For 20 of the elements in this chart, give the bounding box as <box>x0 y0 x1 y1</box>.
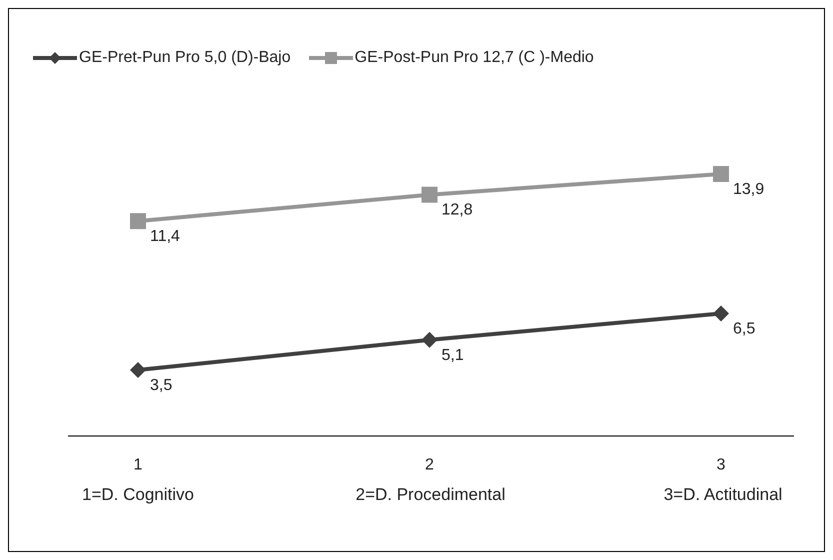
point <box>422 332 438 348</box>
point <box>422 186 438 203</box>
point <box>130 362 146 378</box>
data-label: 12,8 <box>442 202 473 219</box>
x-tick-label: 3 <box>716 456 726 474</box>
legend-label: GE-Pret-Pun Pro 5,0 (D)-Bajo <box>79 49 291 67</box>
data-label: 6,5 <box>733 320 756 338</box>
legend-label: GE-Post-Pun Pro 12,7 (C )-Medio <box>354 49 594 67</box>
point <box>713 305 729 322</box>
data-label: 3,5 <box>150 377 172 394</box>
x-tick-label: 2 <box>425 456 434 474</box>
x-tick-label: 1 <box>134 456 143 474</box>
point <box>713 166 729 182</box>
text: 3=D. Actitudinal <box>664 485 782 505</box>
point <box>130 213 146 230</box>
data-label: 5,1 <box>442 346 464 364</box>
data-label: 11,4 <box>150 228 180 246</box>
text: 2=D. Procedimental <box>356 485 506 505</box>
text: 1=D. Cognitivo <box>82 485 194 505</box>
data-label: 13,9 <box>733 181 764 198</box>
